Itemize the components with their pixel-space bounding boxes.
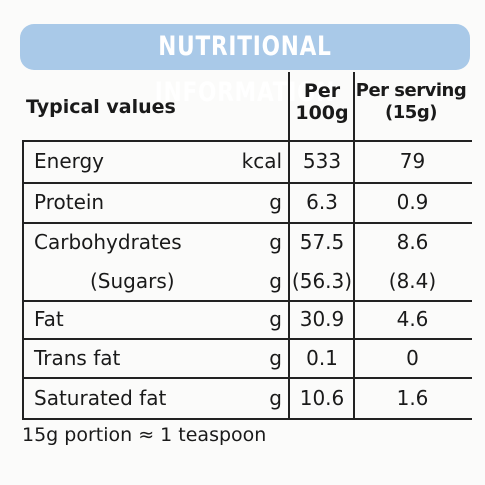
per-serving: 4.6 <box>396 307 429 331</box>
row-label: Trans fat <box>34 345 121 370</box>
per-serving: (8.4) <box>388 268 437 293</box>
row-label: Protein <box>34 190 105 214</box>
per-serving: 1.6 <box>396 385 429 410</box>
per-100g: (56.3) <box>291 268 353 293</box>
row-rule <box>22 338 472 340</box>
per-100g: 57.5 <box>299 229 345 254</box>
column-rule <box>288 72 290 420</box>
unit: kcal <box>241 149 282 173</box>
row-rule <box>22 182 472 184</box>
per-100g: 0.1 <box>306 345 338 370</box>
column-header: Per serving (15g) <box>355 80 467 123</box>
per-100g: 533 <box>302 149 342 173</box>
row-label: Saturated fat <box>34 385 167 410</box>
unit: g <box>269 345 282 370</box>
row-label: Carbohydrates <box>34 229 182 254</box>
per-serving: 0 <box>406 345 419 370</box>
unit: g <box>269 268 282 293</box>
title-banner: NUTRITIONAL INFORMATION <box>20 24 470 108</box>
column-rule <box>353 72 355 420</box>
per-serving: 0.9 <box>396 190 429 214</box>
column-header: Per 100g <box>295 80 349 124</box>
unit: g <box>269 307 282 331</box>
unit: g <box>269 190 282 214</box>
row-label: Fat <box>34 307 64 331</box>
per-100g: 6.3 <box>306 190 338 214</box>
per-serving: 79 <box>399 149 426 173</box>
title: NUTRITIONAL INFORMATION <box>154 31 336 108</box>
table-border <box>22 140 24 420</box>
row-label: (Sugars) <box>90 268 175 293</box>
row-label: Energy <box>34 149 105 173</box>
row-rule <box>22 418 472 420</box>
unit: g <box>269 385 282 410</box>
per-serving: 8.6 <box>396 229 429 254</box>
row-rule <box>22 140 472 142</box>
per-100g: 10.6 <box>299 385 345 410</box>
per-100g: 30.9 <box>299 307 345 331</box>
column-header: Typical values <box>26 96 176 118</box>
row-rule <box>22 222 472 224</box>
row-rule <box>22 300 472 302</box>
footnote: 15g portion ≈ 1 teaspoon <box>22 424 267 446</box>
row-rule <box>22 377 472 379</box>
unit: g <box>269 229 282 254</box>
